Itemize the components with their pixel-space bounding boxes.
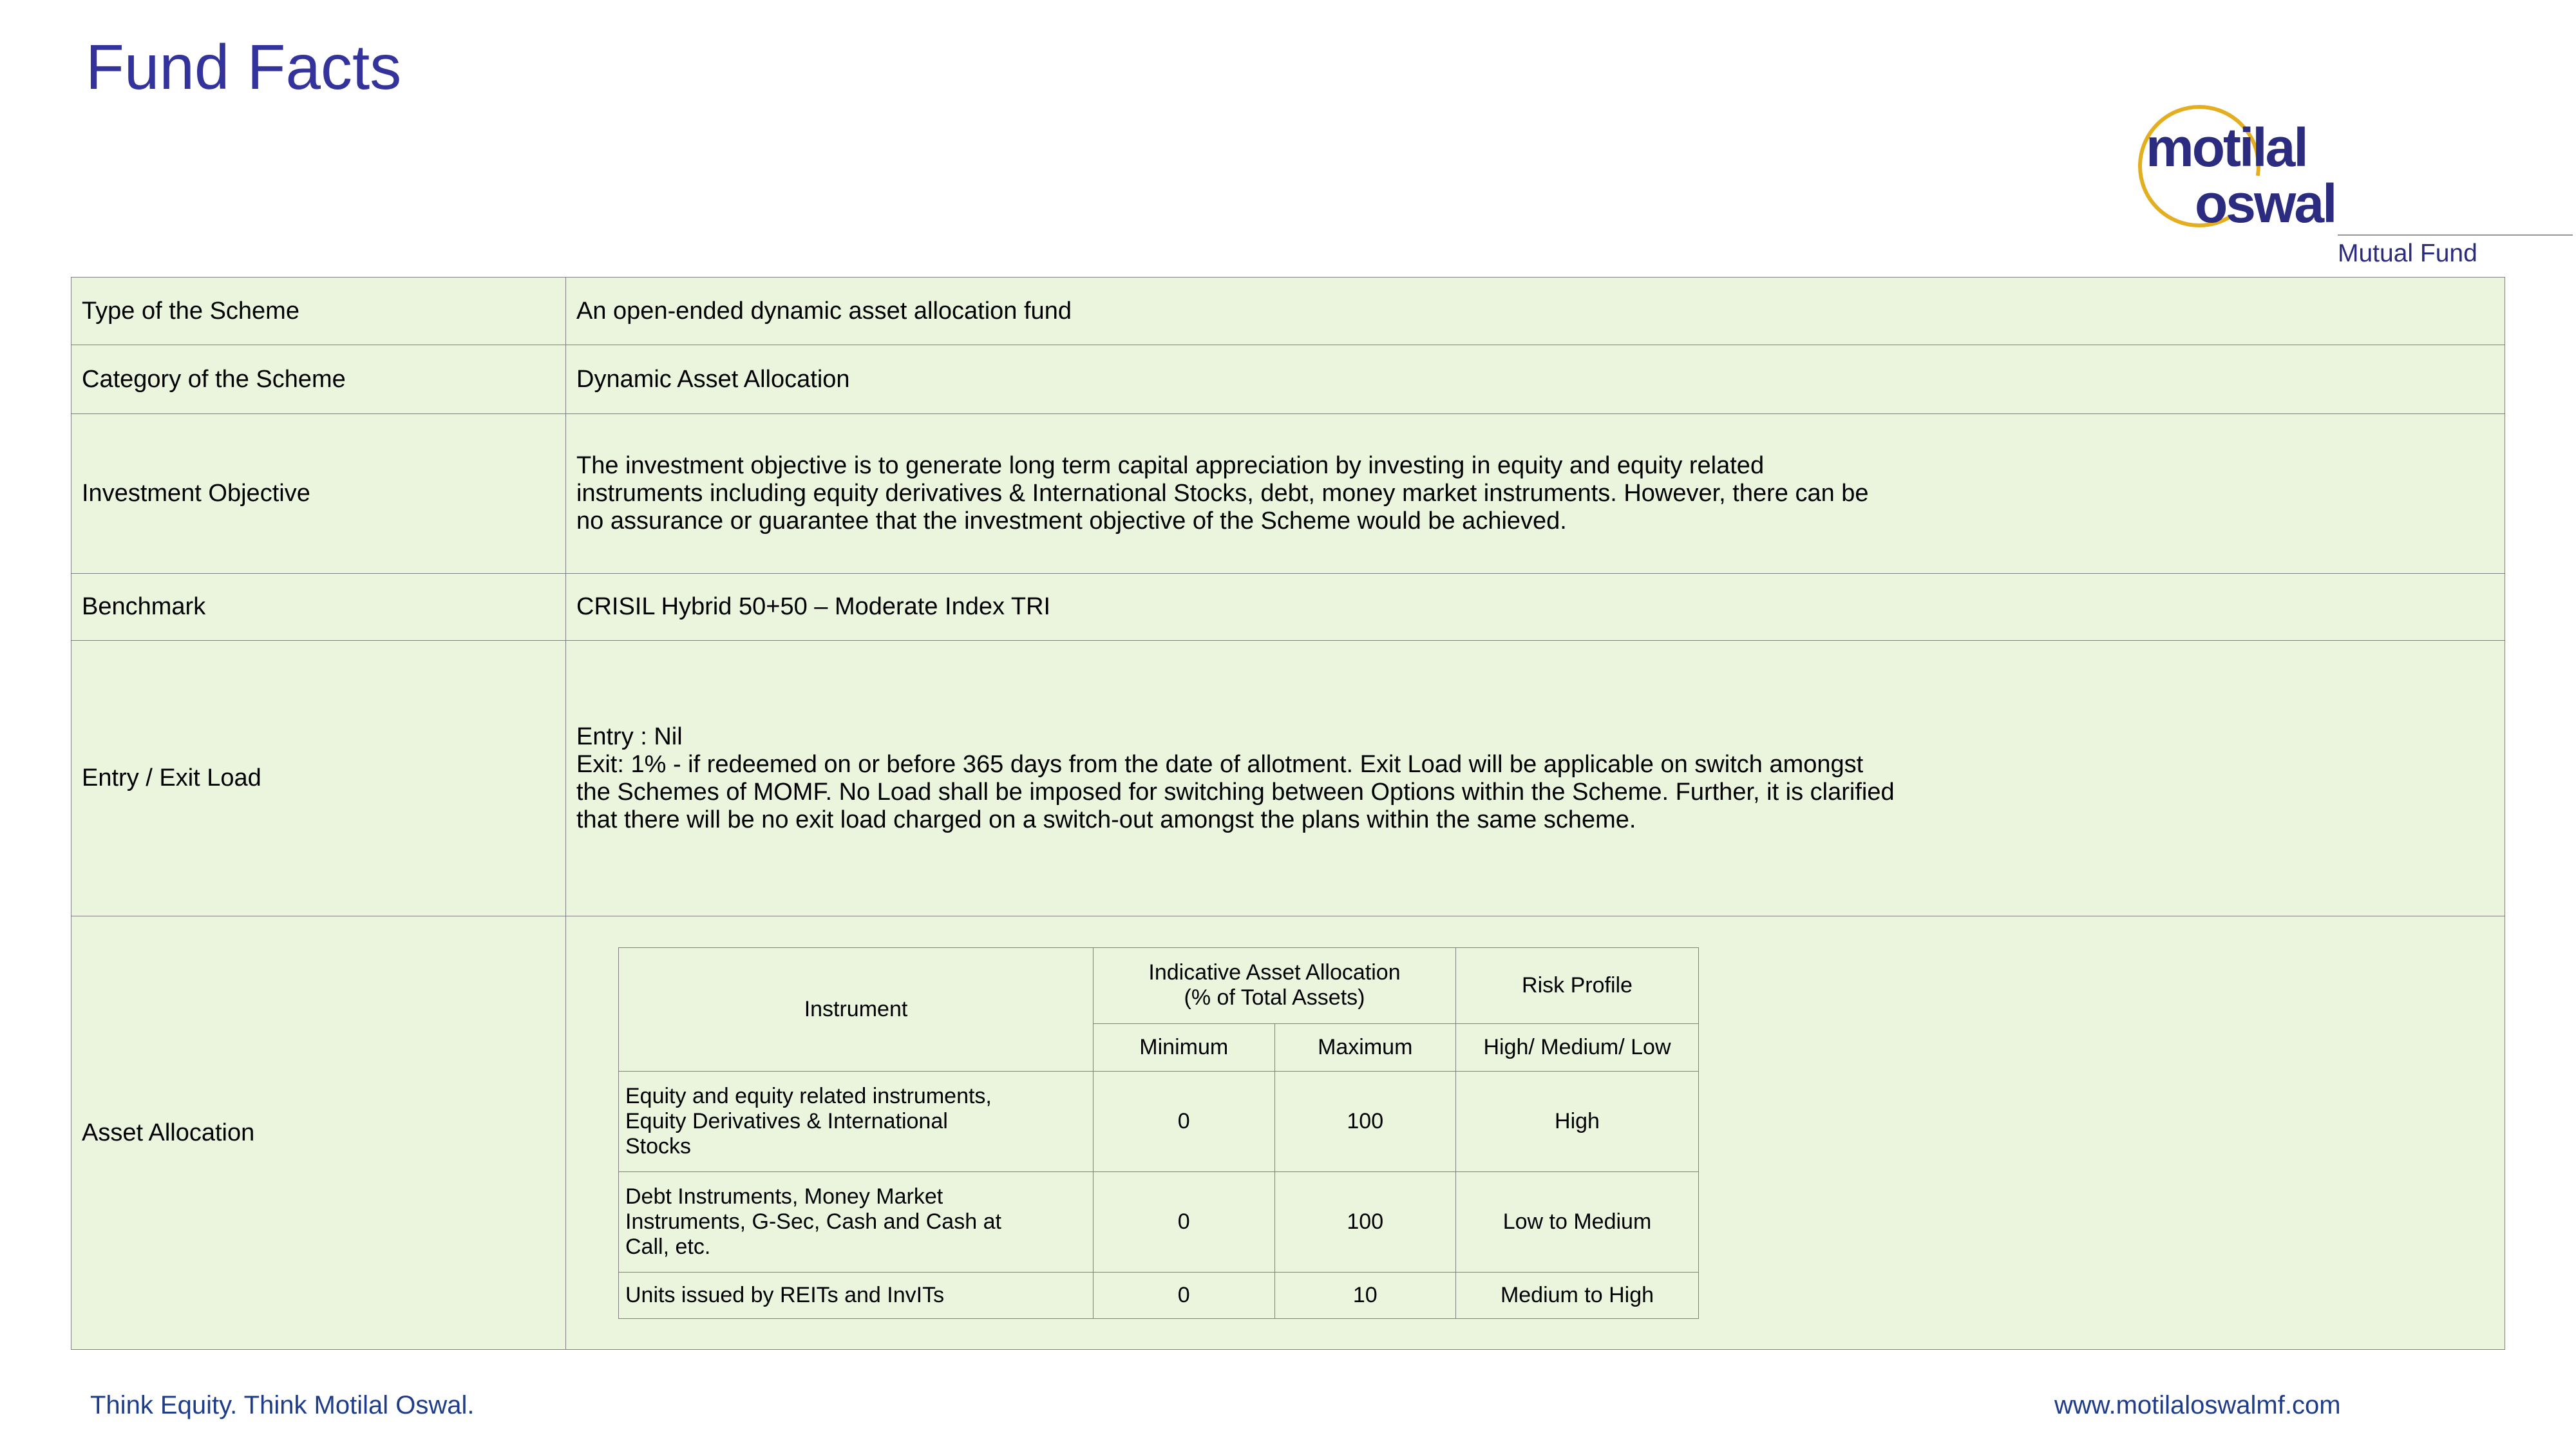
svg-text:motilal: motilal (2146, 117, 2307, 178)
svg-text:oswal: oswal (2195, 173, 2335, 234)
svg-text:Mutual Fund: Mutual Fund (2338, 240, 2477, 264)
